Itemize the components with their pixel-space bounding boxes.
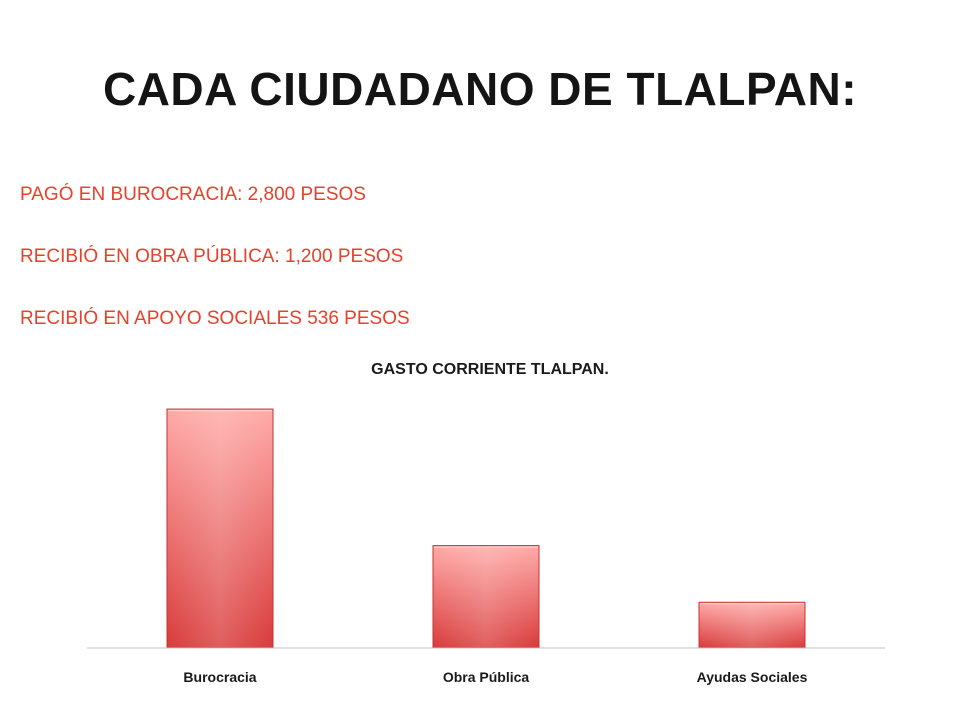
fact-apoyo-sociales: RECIBIÓ EN APOYO SOCIALES 536 PESOS — [20, 308, 410, 329]
bar-highlight — [434, 546, 538, 647]
category-label-3: Ayudas Sociales — [697, 669, 808, 685]
bar-rect — [698, 601, 806, 649]
chart-title: GASTO CORRIENTE TLALPAN. — [371, 361, 609, 378]
slide-title: CADA CIUDADANO DE TLALPAN: — [102, 63, 858, 115]
category-labels: Burocracia Obra Pública Ayudas Sociales — [183, 669, 807, 685]
facts-list: PAGÓ EN BUROCRACIA: 2,800 PESOS RECIBIÓ … — [20, 183, 410, 369]
bars-layer — [166, 408, 806, 649]
bar-highlight — [700, 603, 804, 647]
bar-2 — [432, 545, 540, 649]
category-label-2: Obra Pública — [443, 669, 530, 685]
fact-obra-publica: RECIBIÓ EN OBRA PÚBLICA: 1,200 PESOS — [20, 246, 404, 267]
bar-highlight — [168, 410, 272, 647]
fact-burocracia: PAGÓ EN BUROCRACIA: 2,800 PESOS — [20, 184, 366, 205]
bar-rect — [166, 408, 274, 649]
bar-rect — [432, 545, 540, 649]
bar-1 — [166, 408, 274, 649]
category-label-1: Burocracia — [183, 669, 256, 685]
bar-3 — [698, 601, 806, 649]
